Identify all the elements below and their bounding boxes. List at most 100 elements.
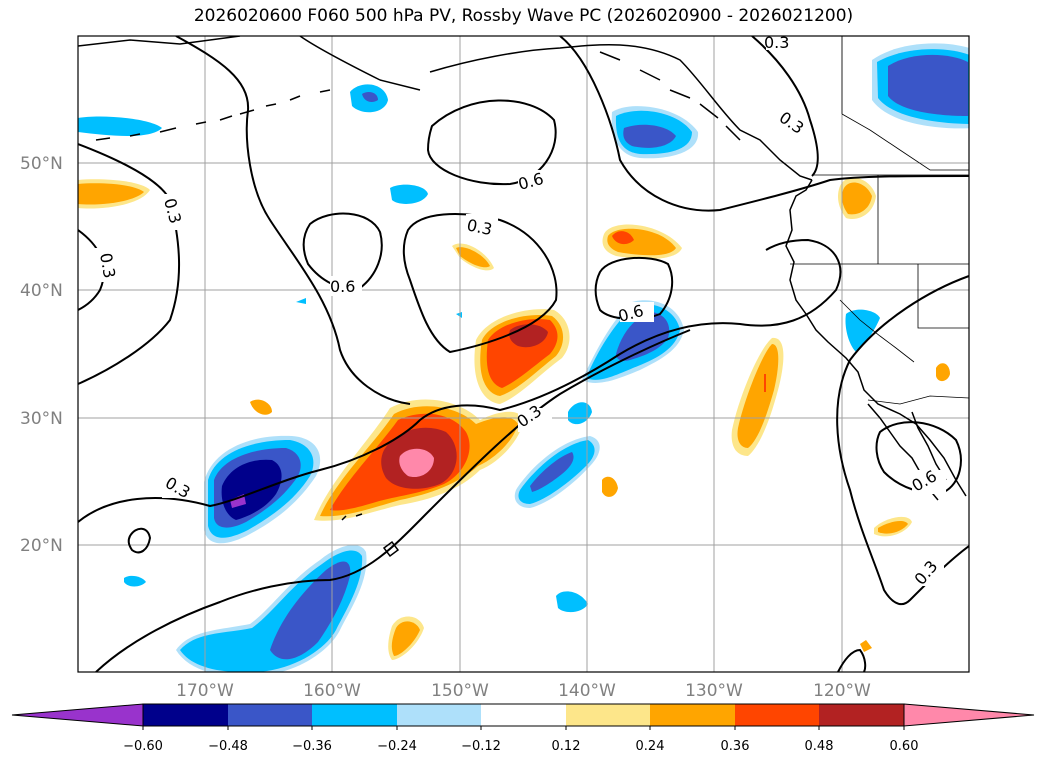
colorbar-label-3: −0.36 bbox=[292, 739, 332, 754]
lon-label-170w: 170°W bbox=[176, 681, 234, 701]
anomaly-right-red bbox=[764, 374, 766, 392]
anomaly-right-orange bbox=[737, 344, 779, 448]
anomaly-neg-small-4 bbox=[845, 309, 880, 352]
colorbar-segment-8 bbox=[735, 704, 819, 726]
anomaly-small-orange-3-core bbox=[391, 621, 420, 656]
anomaly-small-orange-6 bbox=[860, 640, 872, 652]
anomaly-orange-b-core bbox=[612, 231, 634, 245]
contour-label-group: 0.3 0.3 0.3 0.3 0.6 0.3 0.6 0.6 0.3 0.3 … bbox=[94, 33, 946, 589]
border-alaska-canada bbox=[841, 36, 969, 171]
anomaly-west-orange-core bbox=[78, 183, 144, 205]
colorbar-segment-4 bbox=[397, 704, 481, 726]
lat-label-20n: 20°N bbox=[20, 536, 63, 556]
anomaly-small-orange-4-core bbox=[878, 521, 908, 534]
contour-label-bg-2 bbox=[94, 248, 114, 282]
lon-label-140w: 140°W bbox=[558, 681, 616, 701]
border-us-mexico bbox=[867, 395, 969, 405]
colorbar-label-1: −0.60 bbox=[123, 739, 163, 754]
anomaly-gulf-alaska-core bbox=[623, 124, 676, 148]
colorbar-segment-6 bbox=[566, 704, 650, 726]
contour-east-0.3 bbox=[836, 275, 969, 606]
anomaly-small-orange-1 bbox=[602, 476, 618, 497]
coastline-bc-coast bbox=[785, 179, 967, 497]
anomaly-neg-small-5 bbox=[296, 298, 306, 304]
coastline-alaska-islands bbox=[599, 51, 741, 141]
contour-ring-0.3 bbox=[559, 36, 969, 212]
contour-label-bg-10 bbox=[774, 112, 804, 138]
contour-label-bg-11 bbox=[912, 470, 946, 494]
contour-label-bg-1 bbox=[158, 194, 178, 230]
contour-label-6: 0.3 bbox=[465, 215, 494, 239]
border-states-1 bbox=[790, 175, 969, 363]
contour-west-0.3 bbox=[78, 143, 180, 385]
anomaly-small-orange-2 bbox=[250, 399, 272, 415]
anomaly-small-north-1-core bbox=[362, 92, 378, 102]
contour-small-ring bbox=[127, 527, 152, 554]
contour-label-bg-8 bbox=[620, 302, 654, 322]
contour-front-0.3 bbox=[78, 238, 842, 523]
coastline-hawaii-1 bbox=[382, 540, 400, 558]
anomaly-orange-a-core bbox=[456, 247, 490, 268]
lon-label-130w: 130°W bbox=[685, 681, 743, 701]
map-frame bbox=[77, 35, 970, 673]
lon-label-120w: 120°W bbox=[813, 681, 871, 701]
contour-label-bg-12 bbox=[914, 558, 944, 586]
anomaly-south-neg-blue bbox=[270, 561, 351, 660]
map-title: 2026020600 F060 500 hPa PV, Rossby Wave … bbox=[193, 6, 854, 26]
latitude-labels: 50°N 40°N 30°N 20°N bbox=[20, 154, 63, 556]
colorbar-segment-1 bbox=[143, 704, 228, 726]
contour-label-4: 0.3 bbox=[764, 33, 789, 52]
coastline-hawaii-2 bbox=[341, 513, 363, 521]
anomaly-mid-neg-blue bbox=[530, 452, 574, 492]
colorbar-frame bbox=[142, 703, 905, 727]
anomaly-small-orange-5 bbox=[936, 363, 950, 382]
contour-label-2: 0.3 bbox=[96, 251, 119, 279]
anomaly-center-core bbox=[399, 448, 434, 478]
political-borders bbox=[790, 36, 969, 405]
contour-label-bg-4 bbox=[766, 36, 796, 50]
longitude-labels: 170°W 160°W 150°W 140°W 130°W 120°W bbox=[176, 681, 871, 701]
colorbar-label-5: −0.12 bbox=[461, 739, 501, 754]
anomaly-ne-core bbox=[888, 54, 968, 116]
lon-label-150w: 150°W bbox=[431, 681, 489, 701]
lat-label-50n: 50°N bbox=[20, 154, 63, 174]
colorbar: −0.60 −0.48 −0.36 −0.24 −0.12 0.12 0.24 … bbox=[11, 703, 1035, 754]
lat-label-40n: 40°N bbox=[20, 281, 63, 301]
contour-label-bg-5 bbox=[518, 170, 552, 192]
contour-label-bg-9 bbox=[518, 408, 552, 432]
contour-label-bg-7 bbox=[330, 276, 362, 296]
colorbar-label-6: 0.12 bbox=[552, 739, 581, 754]
coastline-alaska bbox=[78, 36, 813, 181]
colorbar-extend-left bbox=[11, 703, 144, 727]
contour-coast-0.3 bbox=[751, 36, 819, 177]
anomaly-neg-small-1 bbox=[568, 402, 592, 425]
lon-label-160w: 160°W bbox=[303, 681, 361, 701]
colorbar-segment-5 bbox=[481, 704, 566, 726]
anomaly-neg-small-3 bbox=[124, 575, 146, 587]
colorbar-label-9: 0.48 bbox=[805, 739, 834, 754]
colorbar-label-2: −0.48 bbox=[208, 739, 248, 754]
colorbar-label-10: 0.60 bbox=[890, 739, 919, 754]
contour-bottom-ring bbox=[837, 648, 867, 672]
map-plot-area: 0.3 0.3 0.3 0.3 0.6 0.3 0.6 0.6 0.3 0.3 … bbox=[78, 33, 969, 672]
colorbar-segment-2 bbox=[228, 704, 312, 726]
anomaly-orange-c bbox=[841, 182, 872, 215]
colorbar-segment-3 bbox=[312, 704, 397, 726]
contour-label-bg-3 bbox=[162, 474, 198, 498]
contour-west-0.3-b bbox=[78, 229, 105, 311]
contour-left-0.6 bbox=[302, 212, 383, 290]
colorbar-label-7: 0.24 bbox=[636, 739, 665, 754]
colorbar-label-4: −0.24 bbox=[377, 739, 417, 754]
contour-label-7: 0.6 bbox=[330, 277, 355, 296]
anomaly-small-north-2 bbox=[390, 184, 428, 204]
colorbar-extend-right bbox=[903, 703, 1035, 727]
lat-label-30n: 30°N bbox=[20, 409, 63, 429]
filled-contours bbox=[78, 43, 969, 672]
coastlines bbox=[78, 36, 967, 558]
line-contours bbox=[78, 36, 969, 672]
colorbar-segment-9 bbox=[819, 704, 904, 726]
contour-big-0.3 bbox=[175, 36, 411, 405]
contour-right-0.6 bbox=[594, 256, 674, 320]
colorbar-label-8: 0.36 bbox=[721, 739, 750, 754]
